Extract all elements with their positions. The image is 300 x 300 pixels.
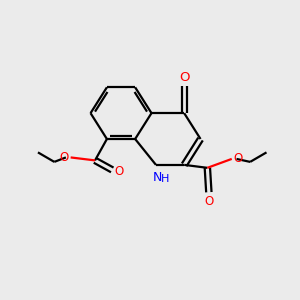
Text: O: O bbox=[234, 152, 243, 165]
Text: O: O bbox=[59, 151, 68, 164]
Text: O: O bbox=[204, 195, 214, 208]
Text: H: H bbox=[161, 174, 169, 184]
Text: O: O bbox=[179, 71, 189, 84]
Text: N: N bbox=[153, 171, 162, 184]
Text: O: O bbox=[114, 165, 124, 178]
